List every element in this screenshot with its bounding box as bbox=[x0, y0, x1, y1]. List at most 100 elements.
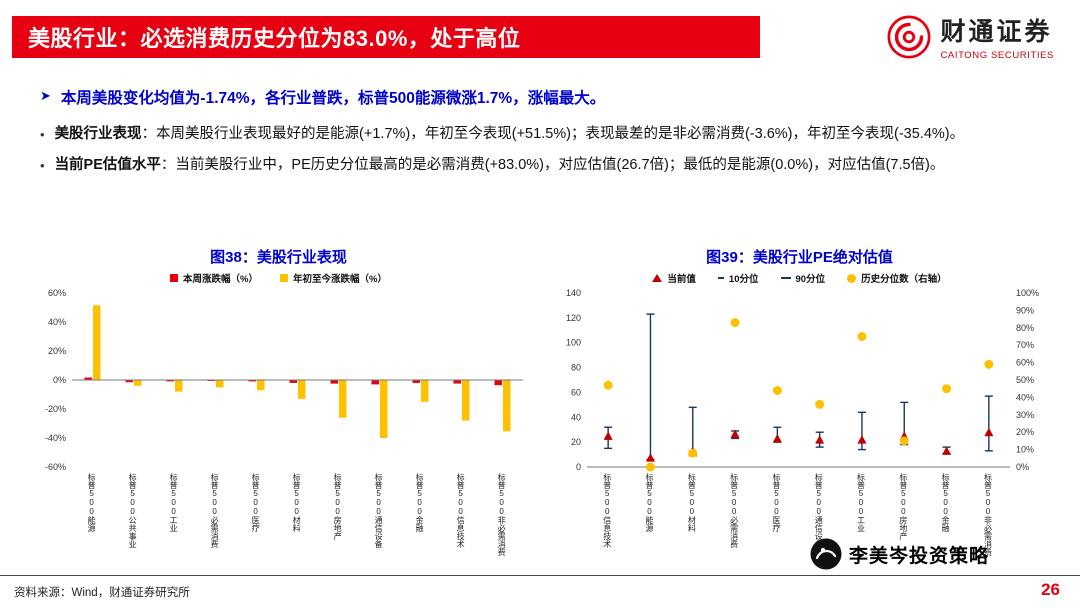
percentile-marker bbox=[688, 448, 698, 458]
red-square-marker-icon bbox=[170, 274, 179, 282]
arrow-bullet-icon: ➤ bbox=[40, 88, 51, 103]
x-axis-label: 标普500公共事业 bbox=[128, 473, 138, 548]
chart-39-canvas: 0 20 40 60 80 100 120 140 0% 10% 20% 30% 40% 50% 60% 70… bbox=[566, 288, 1039, 472]
y-tick-label: -20% bbox=[45, 404, 66, 414]
bullet-item-valuation: • 当前PE估值水平：当前美股行业中，PE历史分位最高的是必需消费(+83.0%… bbox=[40, 153, 1044, 178]
bar bbox=[257, 380, 265, 391]
legend-label: 历史分位数（右轴） bbox=[861, 274, 947, 285]
right-tick-label: 30% bbox=[1016, 410, 1034, 420]
right-tick-label: 70% bbox=[1016, 340, 1034, 350]
brand-name-cn: 财通证券 bbox=[940, 19, 1053, 46]
left-tick-label: 140 bbox=[566, 288, 581, 298]
bullet-body: ：当前美股行业中，PE历史分位最高的是必需消费(+83.0%)，对应估值(26.… bbox=[160, 157, 945, 174]
left-tick-label: 0 bbox=[576, 462, 581, 472]
right-tick-label: 20% bbox=[1016, 427, 1034, 437]
caitong-logo-icon bbox=[887, 15, 931, 58]
key-point-line: ➤ 本周美股变化均值为-1.74%，各行业普跌，标普500能源微涨1.7%，涨幅… bbox=[40, 86, 1044, 108]
chart-39-plot: 0 20 40 60 80 100 120 140 0% 10% 20% 30% 40% 50% 60% 70… bbox=[547, 287, 1052, 567]
triangle-marker-icon bbox=[652, 274, 663, 282]
right-tick-label: 60% bbox=[1016, 358, 1034, 368]
y-tick-label: 20% bbox=[48, 346, 66, 356]
chart-38-title: 图38：美股行业表现 bbox=[210, 249, 347, 266]
current-value-marker bbox=[942, 446, 952, 455]
bar bbox=[412, 380, 420, 383]
watermark-text: 李美岑投资策略 bbox=[849, 545, 990, 567]
legend-item-p90: 90分位 bbox=[780, 271, 826, 285]
legend-label: 本周涨跌幅（%） bbox=[183, 274, 258, 285]
bullet-text: 美股行业表现：本周美股行业表现最好的是能源(+1.7%)，年初至今表现(+51.… bbox=[55, 122, 965, 147]
left-tick-label: 120 bbox=[566, 313, 581, 323]
x-axis-label: 标普500医疗 bbox=[771, 473, 781, 532]
x-axis-label: 标普500信息技术 bbox=[602, 473, 612, 548]
bullet-title: 当前PE估值水平 bbox=[54, 157, 161, 174]
left-tick-label: 80 bbox=[571, 363, 581, 373]
bar bbox=[453, 380, 461, 384]
header-bar: 美股行业：必选消费历史分位为83.0%，处于高位 bbox=[12, 16, 760, 58]
bar bbox=[380, 380, 388, 438]
chart-38-block: 图38：美股行业表现 本周涨跌幅（%） 年初至今涨跌幅（%） 60% 40% 20%… bbox=[26, 246, 531, 567]
bar bbox=[216, 380, 224, 388]
right-tick-label: 10% bbox=[1016, 445, 1034, 455]
y-tick-label: 60% bbox=[48, 288, 66, 298]
bullet-dot-icon: • bbox=[40, 127, 45, 142]
x-axis-label: 标普500房地产 bbox=[333, 473, 343, 540]
x-axis-label: 标普500能源 bbox=[645, 473, 655, 532]
bar bbox=[125, 380, 133, 383]
chart-39-x-labels: 标普500信息技术 标普500能源 标普500材料 标普500必需消费 标普500医疗 标… bbox=[547, 473, 1052, 565]
dash-marker-icon bbox=[717, 277, 724, 279]
percentile-marker bbox=[730, 318, 740, 328]
bar bbox=[166, 380, 174, 382]
x-axis-label: 标普500非必需消费 bbox=[497, 473, 507, 556]
x-axis-label: 标普500材料 bbox=[292, 473, 302, 532]
y-tick-label: -60% bbox=[45, 462, 66, 472]
legend-item-week: 本周涨跌幅（%） bbox=[170, 271, 258, 285]
footer-divider bbox=[0, 575, 1080, 576]
x-axis-label: 标普500医疗 bbox=[251, 473, 261, 532]
right-tick-label: 0% bbox=[1016, 462, 1029, 472]
bar bbox=[289, 380, 297, 383]
legend-label: 10分位 bbox=[728, 274, 759, 285]
percentile-marker bbox=[984, 359, 994, 369]
legend-item-p10: 10分位 bbox=[717, 271, 759, 285]
x-axis-label: 标普500通信设备 bbox=[374, 473, 384, 548]
current-value-marker bbox=[815, 435, 825, 444]
bar bbox=[298, 380, 306, 399]
x-axis-label: 标普500必需消费 bbox=[729, 473, 739, 548]
bullet-body: ：本周美股行业表现最好的是能源(+1.7%)，年初至今表现(+51.5%)；表现… bbox=[141, 126, 965, 142]
legend-label: 年初至今涨跌幅（%） bbox=[293, 274, 387, 285]
legend-label: 90分位 bbox=[795, 274, 826, 285]
bar bbox=[93, 305, 101, 380]
x-axis-label: 标普500工业 bbox=[856, 473, 866, 532]
dash-marker-icon bbox=[780, 277, 791, 279]
bar bbox=[84, 377, 92, 380]
bullet-dot-icon: • bbox=[40, 158, 45, 174]
percentile-marker bbox=[942, 384, 952, 394]
bar bbox=[339, 380, 347, 418]
percentile-marker bbox=[857, 332, 867, 341]
brand-name-en: CAITONG SECURITIES bbox=[940, 50, 1054, 61]
x-axis-label: 标普500必需消费 bbox=[210, 473, 220, 548]
current-value-marker bbox=[984, 427, 994, 437]
charts-row: 图38：美股行业表现 本周涨跌幅（%） 年初至今涨跌幅（%） 60% 40% 20%… bbox=[26, 246, 1052, 567]
x-axis-label: 标普500材料 bbox=[687, 473, 697, 532]
bullet-text: 当前PE估值水平：当前美股行业中，PE历史分位最高的是必需消费(+83.0%)，… bbox=[55, 153, 945, 178]
legend-item-percentile: 历史分位数（右轴） bbox=[847, 271, 947, 285]
watermark: 李美岑投资策略 bbox=[810, 538, 989, 570]
legend-item-current: 当前值 bbox=[652, 271, 696, 285]
right-tick-label: 80% bbox=[1016, 323, 1034, 333]
bar bbox=[421, 380, 429, 402]
bar bbox=[503, 380, 511, 432]
key-point-text: 本周美股变化均值为-1.74%，各行业普跌，标普500能源微涨1.7%，涨幅最大… bbox=[60, 90, 606, 107]
percentile-marker bbox=[815, 399, 825, 409]
chart-38-x-labels: 标普500能源 标普500公共事业 标普500工业 标普500必需消费 标普500医疗 标… bbox=[26, 473, 531, 565]
chart-39-title: 图39：美股行业PE绝对估值 bbox=[706, 249, 893, 266]
legend-label: 当前值 bbox=[667, 274, 696, 285]
x-axis-label: 标普500工业 bbox=[169, 473, 179, 532]
page-title: 美股行业：必选消费历史分位为83.0%，处于高位 bbox=[28, 26, 521, 51]
y-tick-label: -40% bbox=[45, 433, 66, 443]
bar bbox=[330, 380, 338, 384]
left-tick-label: 100 bbox=[566, 338, 581, 348]
y-tick-label: 0% bbox=[53, 375, 66, 385]
yellow-square-marker-icon bbox=[280, 274, 288, 282]
x-axis-label: 标普500金融 bbox=[941, 473, 951, 532]
